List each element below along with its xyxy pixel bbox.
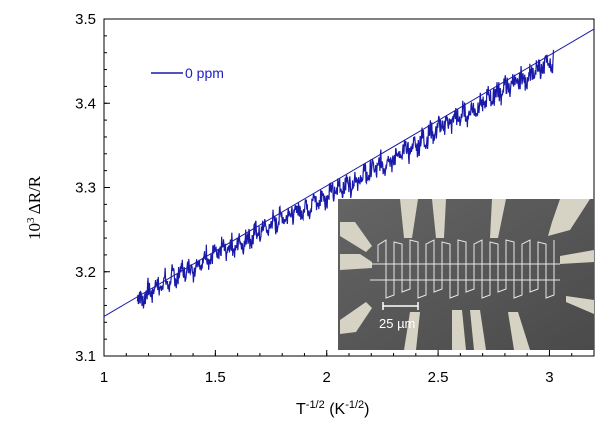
x-tick-label: 2: [323, 369, 331, 386]
y-axis: 3.1 3.2 3.3 3.4 3.5: [75, 11, 110, 365]
pad: [560, 250, 594, 264]
x-tick-label: 1: [100, 369, 108, 386]
pad: [490, 199, 506, 238]
y-tick-label: 3.4: [75, 95, 96, 112]
contact-pads: [340, 199, 594, 350]
series-layer: [103, 28, 595, 317]
y-tick-label: 3.5: [75, 11, 96, 28]
pad: [340, 254, 372, 270]
legend-label: 0 ppm: [185, 65, 224, 81]
pad: [470, 310, 486, 350]
meander-path: [377, 239, 555, 299]
y-axis-title: 103 ΔR/R: [25, 175, 44, 240]
x-axis: 1 1.5 2 2.5 3: [100, 350, 573, 386]
x-tick-label: 2.5: [428, 369, 449, 386]
pad: [400, 199, 418, 238]
pad: [404, 312, 420, 350]
y-tick-label: 3.2: [75, 264, 96, 281]
pad: [340, 222, 372, 252]
pad: [548, 199, 590, 236]
inset-sem-image: 25 µm: [338, 199, 594, 350]
series-0-ppm: [136, 49, 555, 309]
x-tick-label: 1.5: [205, 369, 226, 386]
pad: [340, 302, 372, 334]
meander-structure: [370, 239, 560, 299]
y-tick-label: 3.3: [75, 180, 96, 197]
pad: [566, 296, 594, 314]
x-tick-label: 3: [545, 369, 553, 386]
scale-bar-label: 25 µm: [379, 316, 415, 331]
y-tick-label: 3.1: [75, 348, 96, 365]
pad: [508, 312, 530, 350]
x-axis-title: T-1/2 (K-1/2): [296, 399, 370, 418]
pad: [452, 310, 466, 350]
legend: 0 ppm: [151, 65, 224, 81]
pad: [432, 199, 446, 238]
